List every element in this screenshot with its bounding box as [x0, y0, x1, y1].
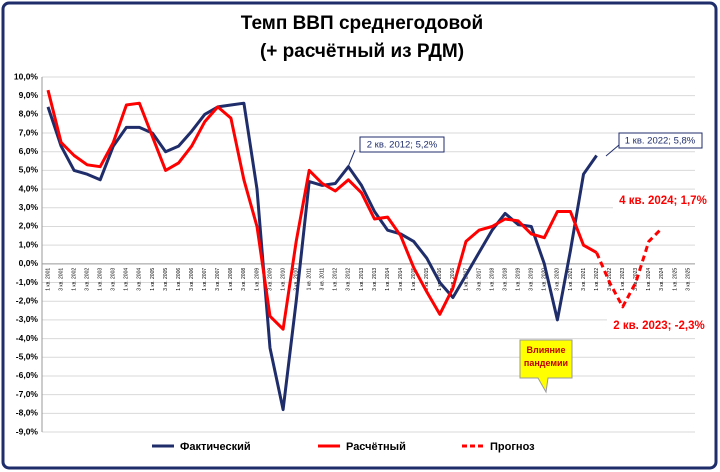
x-tick-label: 3 кв. 2025 [685, 268, 691, 291]
x-tick-label: 1 кв. 2010 [280, 268, 286, 291]
annotation: 4 кв. 2024; 1,7% [619, 195, 707, 207]
y-tick-label: 1,0% [19, 239, 39, 249]
legend-label: Расчётный [346, 441, 406, 453]
annotation: 2 кв. 2012; 5,2% [367, 140, 438, 151]
x-tick-label: 3 кв. 2012 [346, 268, 352, 291]
x-tick-label: 3 кв. 2016 [450, 268, 456, 291]
annotation-box [359, 136, 445, 153]
x-tick-label: 1 кв. 2007 [202, 268, 208, 291]
x-tick-label: 1 кв. 2023 [620, 268, 626, 291]
y-tick-label: 6,0% [19, 146, 39, 156]
x-tick-label: 1 кв. 2013 [359, 268, 365, 291]
x-tick-label: 3 кв. 2007 [215, 268, 221, 291]
chart-title: Темп ВВП среднегодовой [241, 13, 483, 34]
x-tick-label: 3 кв. 2010 [293, 268, 299, 291]
x-tick-label: 3 кв. 2017 [476, 268, 482, 291]
x-tick-label: 1 кв. 2008 [228, 268, 234, 291]
x-tick-label: 3 кв. 2008 [241, 268, 247, 291]
series-line [595, 227, 663, 309]
y-tick-label: -4,0% [16, 333, 39, 343]
y-tick-label: 3,0% [19, 202, 39, 212]
annotation-box [618, 132, 703, 149]
annotation-box [607, 316, 711, 335]
annotation: 1 кв. 2022; 5,8% [625, 136, 696, 147]
x-tick-label: 3 кв. 2022 [607, 268, 613, 291]
x-tick-label: 1 кв. 2012 [333, 268, 339, 291]
y-tick-label: -9,0% [16, 426, 39, 436]
y-tick-label: 8,0% [19, 109, 39, 119]
x-tick-label: 1 кв. 2019 [516, 268, 522, 291]
y-tick-label: 4,0% [19, 183, 39, 193]
x-tick-label: 1 кв. 2002 [71, 268, 77, 291]
x-tick-label: 1 кв. 2006 [176, 268, 182, 291]
annotation-box [613, 191, 713, 210]
series-line [46, 89, 598, 331]
x-tick-label: 1 кв. 2003 [98, 268, 104, 291]
x-tick-label: 1 кв. 2009 [254, 268, 260, 291]
y-tick-label: 0,0% [19, 258, 39, 268]
legend-label: Прогноз [490, 441, 535, 453]
x-tick-label: 1 кв. 2022 [594, 268, 600, 291]
x-tick-label: 1 кв. 2020 [542, 268, 548, 291]
y-tick-label: -5,0% [16, 352, 39, 362]
x-tick-label: 1 кв. 2001 [45, 268, 51, 291]
chart-subtitle: (+ расчётный из РДМ) [260, 41, 464, 62]
x-tick-label: 1 кв. 2011 [307, 268, 313, 291]
y-tick-label: -1,0% [16, 277, 39, 287]
x-tick-label: 1 кв. 2004 [124, 268, 130, 291]
x-tick-label: 3 кв. 2014 [398, 268, 404, 291]
y-tick-label: 5,0% [19, 165, 39, 175]
x-tick-label: 3 кв. 2009 [267, 268, 273, 291]
x-tick-label: 1 кв. 2017 [463, 268, 469, 291]
callout [519, 339, 573, 394]
x-tick-label: 3 кв. 2004 [137, 268, 143, 291]
y-tick-label: -6,0% [16, 370, 39, 380]
x-tick-label: 1 кв. 2016 [437, 268, 443, 291]
x-tick-label: 3 кв. 2015 [424, 268, 430, 291]
x-tick-label: 1 кв. 2024 [646, 268, 652, 291]
x-tick-label: 1 кв. 2025 [672, 268, 678, 291]
y-tick-label: 7,0% [19, 127, 39, 137]
y-tick-label: 2,0% [19, 221, 39, 231]
legend-label: Фактический [180, 441, 251, 453]
x-tick-label: 3 кв. 2001 [58, 268, 64, 291]
y-tick-label: -3,0% [16, 314, 39, 324]
series-line [46, 101, 598, 412]
y-tick-label: 9,0% [19, 90, 39, 100]
x-tick-label: 3 кв. 2019 [529, 268, 535, 291]
leader [605, 144, 620, 157]
annotation: 2 кв. 2023; -2,3% [613, 320, 704, 332]
x-tick-label: 3 кв. 2020 [555, 268, 561, 291]
leader [347, 149, 356, 168]
callout-text: Влияние пандемии [523, 345, 569, 368]
y-tick-label: -7,0% [16, 389, 39, 399]
x-tick-label: 3 кв. 2021 [581, 268, 587, 291]
y-tick-label: -2,0% [16, 295, 39, 305]
x-tick-label: 3 кв. 2024 [659, 268, 665, 291]
x-tick-label: 1 кв. 2015 [411, 268, 417, 291]
y-tick-label: 10,0% [14, 71, 39, 81]
x-tick-label: 1 кв. 2014 [385, 268, 391, 291]
x-tick-label: 1 кв. 2021 [568, 268, 574, 291]
x-tick-label: 3 кв. 2011 [320, 268, 326, 291]
x-tick-label: 3 кв. 2006 [189, 268, 195, 291]
x-tick-label: 3 кв. 2018 [502, 268, 508, 291]
x-tick-label: 1 кв. 2018 [489, 268, 495, 291]
x-tick-label: 3 кв. 2003 [111, 268, 117, 291]
x-tick-label: 3 кв. 2013 [372, 268, 378, 291]
x-tick-label: 1 кв. 2005 [150, 268, 156, 291]
x-tick-label: 3 кв. 2002 [85, 268, 91, 291]
x-tick-label: 3 кв. 2005 [163, 268, 169, 291]
y-tick-label: -8,0% [16, 408, 39, 418]
